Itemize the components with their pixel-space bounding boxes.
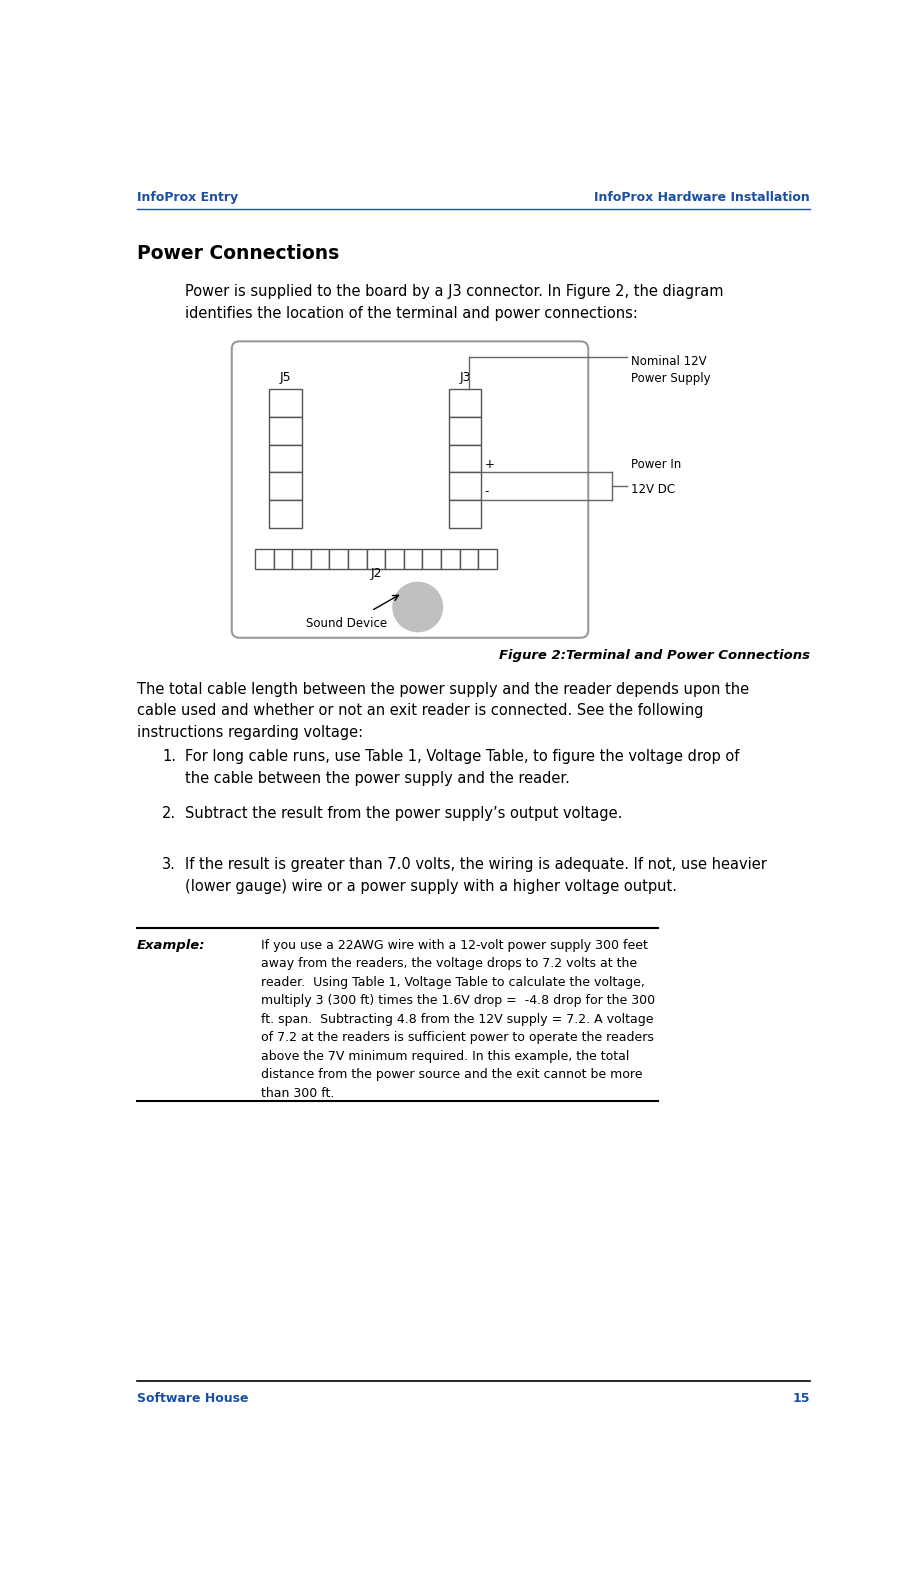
Bar [385,549,404,570]
Text: 2.: 2. [162,806,176,822]
Text: 3.: 3. [162,858,176,872]
Text: Figure 2:Terminal and Power Connections: Figure 2:Terminal and Power Connections [499,650,810,663]
Bar [329,549,348,570]
Text: Power In: Power In [631,458,681,471]
Bar [269,417,301,444]
Text: Sound Device: Sound Device [306,617,387,630]
Bar [269,444,301,472]
Text: +: + [484,458,494,471]
FancyBboxPatch shape [232,342,589,637]
Text: Power Connections: Power Connections [137,244,339,263]
Text: Example:: Example: [137,938,206,952]
Text: InfoProx Entry: InfoProx Entry [137,192,238,205]
Bar [449,501,481,527]
Text: 1.: 1. [162,749,176,765]
Bar [269,501,301,527]
Bar [404,549,422,570]
Bar [449,417,481,444]
Text: 15: 15 [793,1391,810,1404]
Bar [479,549,497,570]
Bar [441,549,459,570]
Bar [274,549,292,570]
Text: J5: J5 [279,371,291,384]
Text: Power is supplied to the board by a J3 connector. In Figure 2, the diagram
ident: Power is supplied to the board by a J3 c… [185,285,723,321]
Text: 12V DC: 12V DC [631,483,675,496]
Text: Subtract the result from the power supply’s output voltage.: Subtract the result from the power suppl… [185,806,623,822]
Text: For long cable runs, use Table 1, Voltage Table, to figure the voltage drop of
t: For long cable runs, use Table 1, Voltag… [185,749,739,785]
Bar [449,444,481,472]
Bar [422,549,441,570]
Text: -: - [484,485,489,499]
Bar [367,549,385,570]
Bar [255,549,274,570]
Text: The total cable length between the power supply and the reader depends upon the
: The total cable length between the power… [137,682,749,740]
Bar [292,549,310,570]
Text: J3: J3 [459,371,470,384]
Text: J2: J2 [371,567,382,579]
Bar [348,549,367,570]
Bar [449,472,481,501]
Circle shape [393,582,443,631]
Text: Software House: Software House [137,1391,249,1404]
Bar [459,549,479,570]
Bar [449,389,481,417]
Bar [269,472,301,501]
Text: Nominal 12V
Power Supply: Nominal 12V Power Supply [631,356,711,386]
Text: If the result is greater than 7.0 volts, the wiring is adequate. If not, use hea: If the result is greater than 7.0 volts,… [185,858,767,894]
Bar [310,549,329,570]
Text: InfoProx Hardware Installation: InfoProx Hardware Installation [594,192,810,205]
Text: If you use a 22AWG wire with a 12-volt power supply 300 feet
away from the reade: If you use a 22AWG wire with a 12-volt p… [261,938,655,1100]
Bar [269,389,301,417]
